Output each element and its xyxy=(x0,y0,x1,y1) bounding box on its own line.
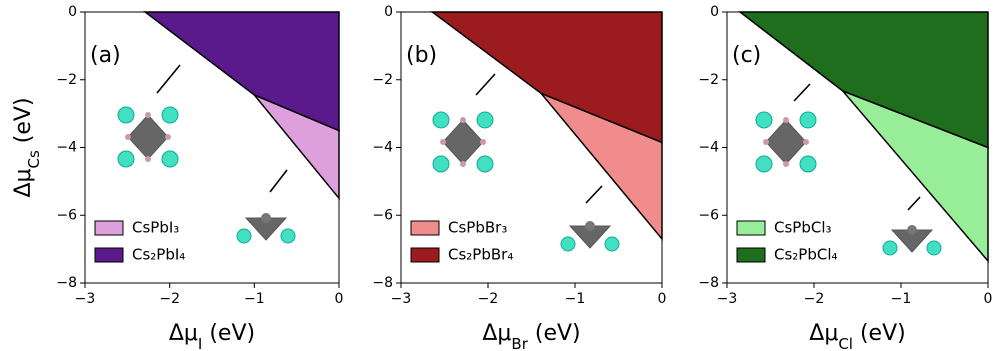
x-tick-label: −2 xyxy=(478,291,499,307)
x-tick-label: −1 xyxy=(565,291,586,307)
legend-swatch xyxy=(410,220,440,236)
axis-label-symbol: Δμ xyxy=(11,168,36,197)
axis-label-symbol: Δμ xyxy=(809,321,838,346)
y-tick-label: −4 xyxy=(698,140,719,156)
axis-label-unit: (eV) xyxy=(202,321,255,346)
axis-label: ΔμCl (eV) xyxy=(809,321,905,351)
y-tick-label: −2 xyxy=(698,72,719,88)
axis-label-sub: I xyxy=(198,335,202,351)
y-tick-label: −2 xyxy=(372,72,393,88)
legend-label: Cs₂PbCl₄ xyxy=(774,246,838,264)
region xyxy=(737,11,989,149)
axis-label: ΔμI (eV) xyxy=(169,321,255,351)
x-tick-label: −2 xyxy=(804,291,825,307)
x-tick-label: −3 xyxy=(75,291,96,307)
x-tick-label: −1 xyxy=(891,291,912,307)
axis-label-sub: Cl xyxy=(838,335,853,351)
y-tick-label: 0 xyxy=(384,4,393,20)
legend-swatch xyxy=(736,220,766,236)
x-tick-label: −1 xyxy=(244,291,265,307)
legend-label: Cs₂PbI₄ xyxy=(132,246,185,264)
x-tick-label: 0 xyxy=(658,291,667,307)
legend-label: CsPbBr₃ xyxy=(448,219,507,237)
panel-label: (b) xyxy=(406,43,437,68)
panel-label: (a) xyxy=(90,43,121,68)
legend-swatch xyxy=(410,247,440,263)
axis-label: ΔμCs (eV) xyxy=(11,97,43,197)
axis-label-symbol: Δμ xyxy=(482,321,511,346)
axis-label-unit: (eV) xyxy=(11,97,36,150)
y-tick-label: −6 xyxy=(698,207,719,223)
axis-label: ΔμBr (eV) xyxy=(482,321,580,351)
axis-label-symbol: Δμ xyxy=(169,321,198,346)
x-tick-label: −3 xyxy=(717,291,738,307)
legend-label: Cs₂PbBr₄ xyxy=(448,246,513,264)
legend-swatch xyxy=(736,247,766,263)
y-tick-label: −2 xyxy=(56,72,77,88)
y-tick-label: −8 xyxy=(698,275,719,291)
legend-label: CsPbCl₃ xyxy=(774,219,832,237)
y-tick-label: −4 xyxy=(56,140,77,156)
region xyxy=(430,11,663,144)
x-tick-label: −3 xyxy=(391,291,412,307)
decorations xyxy=(117,64,942,256)
panel-label: (c) xyxy=(732,43,761,68)
legend-swatch xyxy=(94,247,124,263)
axis-label-unit: (eV) xyxy=(853,321,906,346)
axis-label-sub: Br xyxy=(511,335,528,351)
legend-swatch xyxy=(94,220,124,236)
y-tick-label: −4 xyxy=(372,140,393,156)
y-tick-label: −8 xyxy=(56,275,77,291)
axis-label-unit: (eV) xyxy=(528,321,581,346)
y-tick-label: −6 xyxy=(56,207,77,223)
x-tick-label: −2 xyxy=(159,291,180,307)
x-tick-label: 0 xyxy=(984,291,993,307)
legend-label: CsPbI₃ xyxy=(132,219,179,237)
y-tick-label: 0 xyxy=(710,4,719,20)
y-tick-label: 0 xyxy=(68,4,77,20)
y-tick-label: −6 xyxy=(372,207,393,223)
y-tick-label: −8 xyxy=(372,275,393,291)
axis-label-sub: Cs xyxy=(25,150,43,168)
x-tick-label: 0 xyxy=(335,291,344,307)
